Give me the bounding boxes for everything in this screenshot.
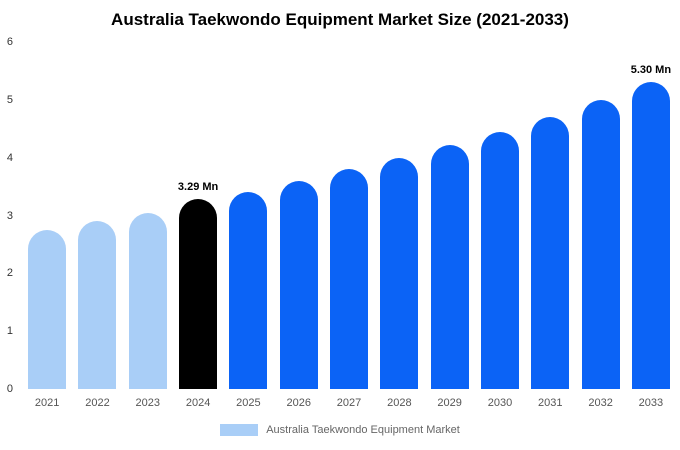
plot-area: 2021 2022 2023 3.29 Mn 2024 2025 2026 2027 2028 2… — [22, 42, 676, 409]
legend-label: Australia Taekwondo Equipment Market — [266, 424, 460, 436]
y-axis-tick-label: 4 — [6, 151, 13, 164]
chart-title: Australia Taekwondo Equipment Market Siz… — [111, 10, 569, 29]
x-axis-label: 2022 — [85, 397, 110, 409]
bar-2032 — [581, 99, 620, 389]
bar-column: 2029 — [425, 42, 475, 409]
bar-2028 — [380, 157, 419, 389]
x-axis-label: 2024 — [185, 397, 211, 409]
bar-2023 — [128, 212, 167, 389]
bar-2026 — [279, 180, 318, 389]
bar-2031 — [531, 117, 570, 389]
x-axis-label: 2028 — [387, 397, 412, 409]
bar-2022 — [78, 221, 117, 389]
y-axis-tick-label: 6 — [6, 36, 13, 48]
y-axis-tick-label: 5 — [6, 93, 13, 106]
bar-column: 3.29 Mn 2024 — [173, 42, 223, 409]
x-axis-label: 2029 — [437, 397, 462, 409]
x-axis-label: 2033 — [638, 397, 664, 409]
bar-column: 2022 — [72, 42, 122, 409]
x-axis-label: 2025 — [236, 397, 261, 409]
x-axis-label: 2026 — [286, 397, 311, 409]
legend-swatch — [220, 424, 259, 436]
bar-2025 — [229, 192, 268, 389]
y-axis: 0 1 2 3 4 5 6 — [0, 36, 16, 395]
bar-column: 2032 — [575, 42, 625, 409]
bar-column: 5.30 Mn 2033 — [626, 42, 676, 409]
y-axis-tick-label: 1 — [6, 325, 13, 338]
bar-value-label: 3.29 Mn — [177, 180, 219, 193]
bar-2027 — [330, 169, 369, 389]
x-axis-label: 2027 — [336, 397, 362, 409]
x-axis-label: 2031 — [538, 397, 563, 409]
bar-column: 2025 — [223, 42, 273, 409]
bar-column: 2026 — [274, 42, 324, 409]
y-axis-tick-label: 3 — [6, 209, 13, 222]
legend: Australia Taekwondo Equipment Market — [0, 424, 680, 436]
bar-column: 2027 — [324, 42, 374, 409]
bar-column: 2028 — [374, 42, 424, 409]
bar-2030 — [480, 131, 519, 389]
bar-column: 2031 — [525, 42, 575, 409]
bar-column: 2021 — [22, 42, 72, 409]
y-axis-tick-label: 0 — [6, 383, 13, 395]
y-axis-tick-label: 2 — [6, 267, 13, 280]
bar-column: 2023 — [123, 42, 173, 409]
bar-2024 — [179, 198, 218, 389]
x-axis-label: 2023 — [135, 397, 161, 409]
bar-2033 — [631, 82, 670, 389]
bar-2029 — [430, 144, 469, 389]
bar-column: 2030 — [475, 42, 525, 409]
x-axis-label: 2032 — [588, 397, 613, 409]
x-axis-label: 2021 — [34, 397, 60, 409]
bar-2021 — [28, 229, 67, 389]
bar-value-label: 5.30 Mn — [630, 64, 672, 77]
x-axis-label: 2030 — [487, 397, 513, 409]
